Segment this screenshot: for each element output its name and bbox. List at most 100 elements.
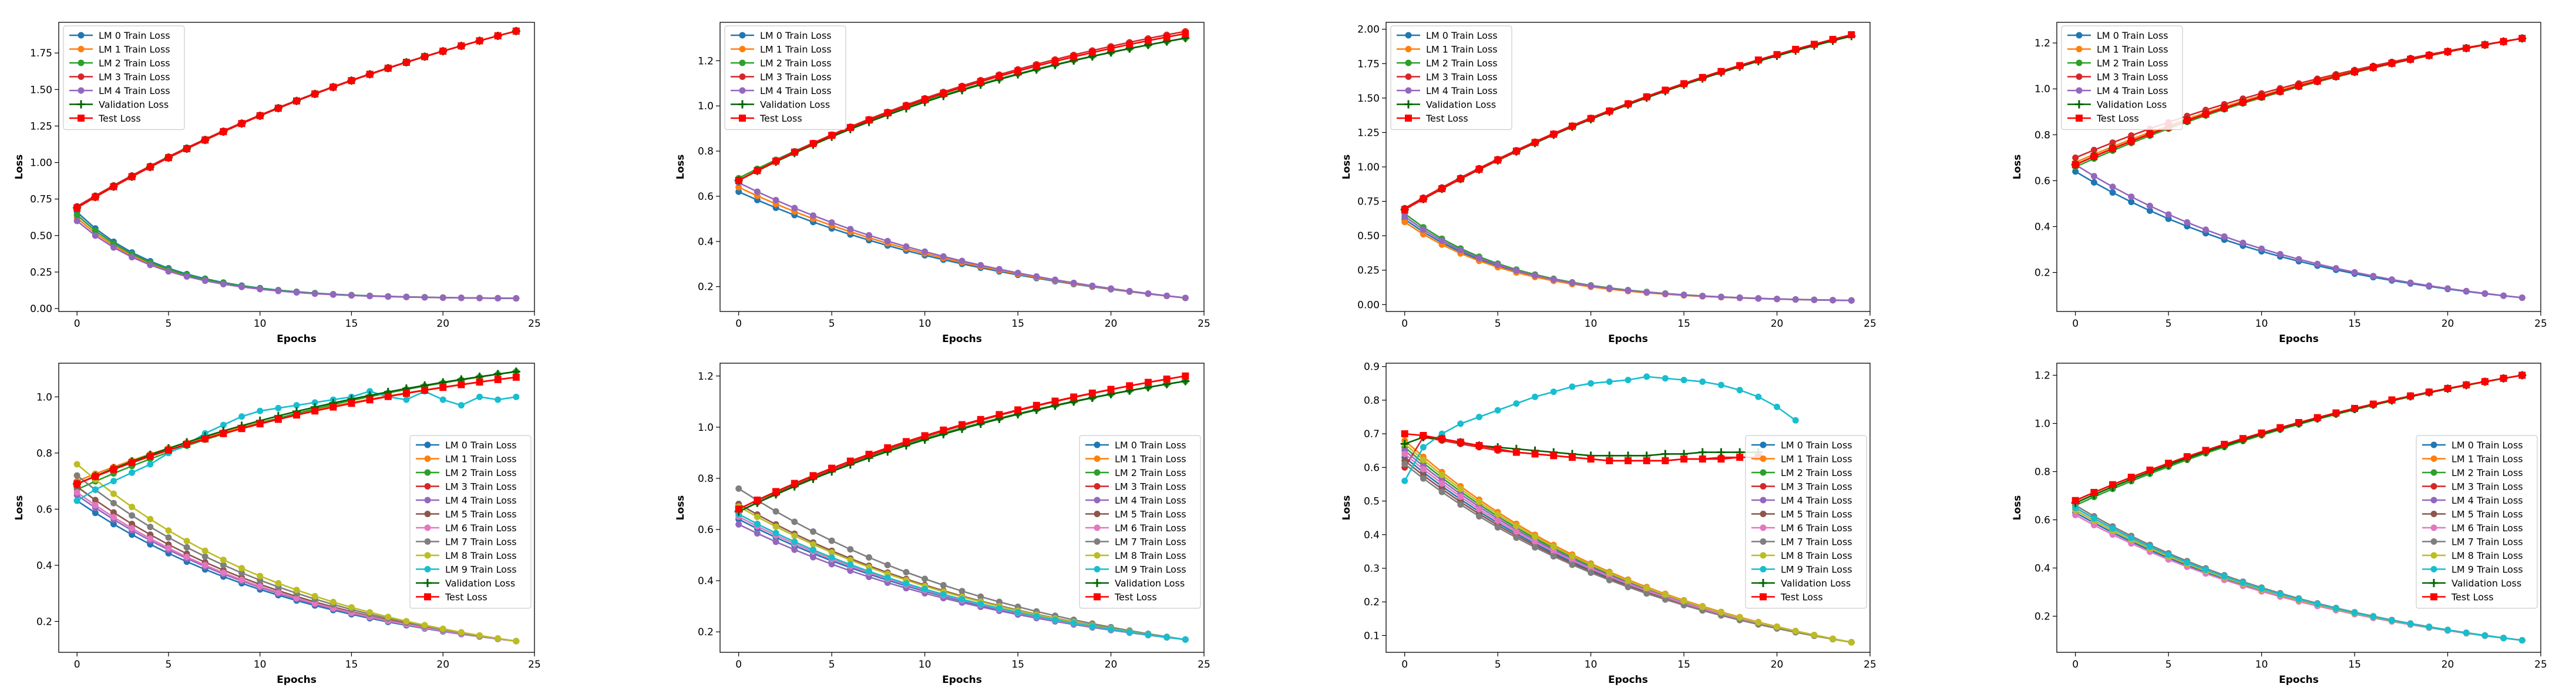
legend-swatch-marker xyxy=(1093,579,1101,587)
data-point-marker xyxy=(1457,420,1464,427)
legend-swatch-marker xyxy=(424,441,431,448)
data-point-marker xyxy=(2090,488,2098,496)
legend-item: LM 0 Train Loss xyxy=(2422,440,2523,451)
y-tick-label: 0.75 xyxy=(1357,196,1380,208)
data-point-marker xyxy=(147,515,154,522)
series-lm-1 xyxy=(735,184,1189,301)
data-point-marker xyxy=(1550,543,1557,550)
data-point-marker xyxy=(110,521,117,528)
data-point-marker xyxy=(1475,442,1483,450)
data-point-marker xyxy=(847,557,854,564)
data-point-marker xyxy=(403,618,410,625)
legend-item: LM 5 Train Loss xyxy=(1751,509,1852,520)
legend-label: LM 0 Train Loss xyxy=(445,440,517,451)
data-point-marker xyxy=(220,569,227,577)
data-point-marker xyxy=(1662,591,1669,598)
legend-box xyxy=(2416,435,2538,609)
data-point-marker xyxy=(2351,404,2359,412)
legend-label: LM 3 Train Loss xyxy=(1781,481,1852,492)
y-tick-label: 1.00 xyxy=(1357,162,1380,173)
data-point-marker xyxy=(754,496,761,504)
data-point-marker xyxy=(494,376,502,383)
legend-label: LM 0 Train Loss xyxy=(760,30,832,41)
data-point-marker xyxy=(2183,116,2191,124)
data-point-marker xyxy=(439,294,446,301)
data-point-marker xyxy=(791,480,798,487)
data-point-marker xyxy=(2202,226,2210,233)
data-point-marker xyxy=(2518,637,2525,644)
data-point-marker xyxy=(1014,609,1021,616)
data-point-marker xyxy=(846,124,854,132)
legend-swatch-marker xyxy=(2430,455,2437,462)
legend-swatch-marker xyxy=(2430,566,2437,572)
data-point-marker xyxy=(735,188,742,195)
legend-label: LM 4 Train Loss xyxy=(2451,495,2523,506)
data-point-marker xyxy=(201,553,208,560)
legend-swatch-marker xyxy=(78,115,85,122)
data-point-marker xyxy=(754,167,761,175)
subplot-2: 0 5 10 15 20 25 0.2 0.4 0.6 0.8 1.0 1.2 Epochs Loss LM… xyxy=(675,22,1210,345)
subplot-6: 0 5 10 15 20 25 0.2 0.4 0.6 0.8 1.0 1.2 Epochs Loss LM… xyxy=(675,363,1210,686)
legend-label: LM 1 Train Loss xyxy=(2097,44,2168,55)
data-point-marker xyxy=(1457,247,1464,254)
data-point-marker xyxy=(110,509,117,516)
data-point-marker xyxy=(1033,612,1040,619)
y-tick-label: 0.2 xyxy=(698,282,714,293)
data-point-marker xyxy=(201,435,209,443)
data-point-marker xyxy=(2146,207,2153,214)
data-point-marker xyxy=(421,294,428,301)
data-point-marker xyxy=(2202,110,2210,118)
legend-swatch-marker xyxy=(2430,469,2437,476)
legend-label: LM 8 Train Loss xyxy=(1115,550,1186,561)
data-point-marker xyxy=(1550,276,1557,283)
legend-swatch-marker xyxy=(2430,511,2437,517)
data-point-marker xyxy=(1182,30,1189,38)
data-point-marker xyxy=(1625,457,1632,464)
y-tick-label: 0.25 xyxy=(30,267,52,279)
legend-item: LM 8 Train Loss xyxy=(2422,550,2523,561)
legend-label: Test Loss xyxy=(759,113,802,124)
data-point-marker xyxy=(959,588,966,595)
data-point-marker xyxy=(293,97,300,105)
legend-item: LM 2 Train Loss xyxy=(416,467,517,478)
axes-frame xyxy=(58,22,535,312)
legend-item: LM 3 Train Loss xyxy=(1397,72,1498,83)
x-axis-label: Epochs xyxy=(942,674,982,686)
legend-box xyxy=(2061,25,2183,130)
data-point-marker xyxy=(1569,561,1576,568)
data-point-marker xyxy=(1792,296,1799,303)
data-point-marker xyxy=(2276,424,2284,431)
legend-swatch-marker xyxy=(78,87,85,94)
legend-item: Test Loss xyxy=(1085,592,1157,603)
data-point-marker xyxy=(2072,154,2079,161)
data-point-marker xyxy=(275,579,282,587)
legend-item: LM 4 Train Loss xyxy=(2067,85,2168,96)
data-point-marker xyxy=(884,109,892,117)
data-point-marker xyxy=(1145,290,1152,297)
data-point-marker xyxy=(2276,88,2284,95)
data-point-marker xyxy=(847,567,854,574)
y-axis-label: Loss xyxy=(1341,495,1353,521)
legend-item: LM 4 Train Loss xyxy=(69,85,170,96)
data-point-marker xyxy=(183,544,190,551)
y-tick-label: 0.2 xyxy=(2034,267,2050,279)
legend-swatch-marker xyxy=(2430,497,2437,504)
legend-item: LM 5 Train Loss xyxy=(416,509,517,520)
y-axis-label: Loss xyxy=(2012,495,2023,521)
legend-item: Test Loss xyxy=(2067,113,2139,124)
data-point-marker xyxy=(977,415,984,423)
data-point-marker xyxy=(865,451,873,458)
data-point-marker xyxy=(1606,569,1613,577)
data-point-marker xyxy=(403,396,410,403)
y-tick-label: 1.25 xyxy=(1357,127,1380,139)
data-point-marker xyxy=(73,204,81,212)
legend-label: LM 8 Train Loss xyxy=(1781,550,1852,561)
series-line xyxy=(2075,163,2523,299)
legend-swatch-marker xyxy=(1094,524,1101,531)
x-tick-label: 25 xyxy=(1864,318,1876,330)
legend-swatch-marker xyxy=(424,524,431,531)
legend-item: Validation Loss xyxy=(1085,578,1185,589)
data-point-marker xyxy=(996,411,1003,418)
data-point-marker xyxy=(903,569,910,576)
data-point-marker xyxy=(257,572,264,579)
